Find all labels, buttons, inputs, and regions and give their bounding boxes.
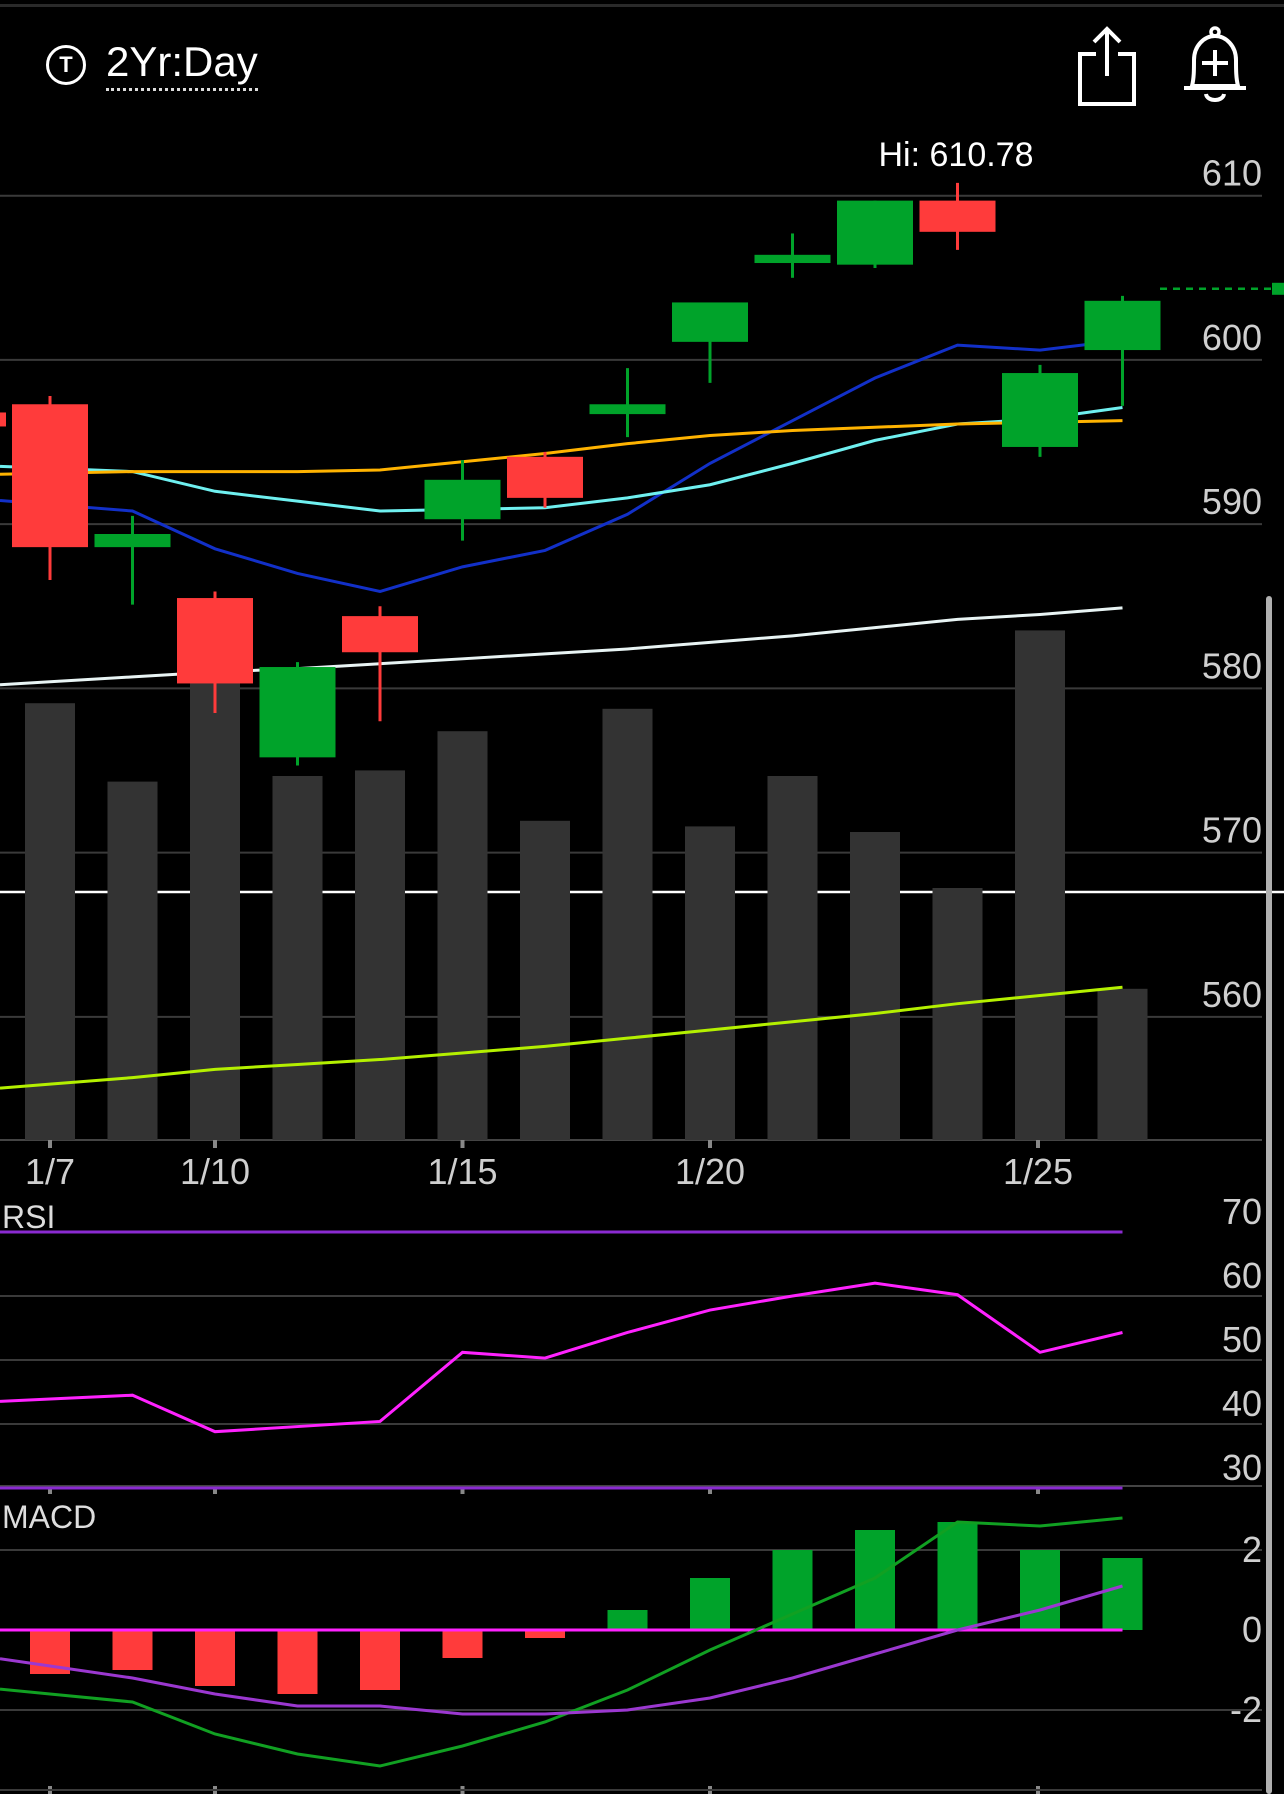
volume-bar: [602, 708, 653, 1140]
macd-histogram-bar: [277, 1630, 318, 1694]
high-price-label: Hi: 610.78: [879, 136, 1034, 174]
price-tick-label: 570: [1202, 810, 1262, 851]
candle-body: [589, 404, 666, 415]
macd-histogram-bar: [690, 1578, 730, 1630]
add-alert-bell-icon[interactable]: [1180, 24, 1250, 108]
rsi-tick-label: 50: [1222, 1319, 1262, 1360]
candle-body: [1002, 373, 1078, 447]
candle-body: [919, 200, 996, 232]
ticker-glyph: T: [59, 51, 73, 77]
moving-average-line: [0, 606, 1123, 687]
candle-body-edge: [0, 412, 6, 427]
chart-scrollbar[interactable]: [1266, 596, 1272, 1794]
candle-body: [259, 667, 336, 758]
macd-tick-label: 2: [1242, 1529, 1262, 1570]
rsi-line: [0, 1281, 1123, 1434]
date-tick-label: 1/15: [427, 1151, 497, 1192]
volume-bar: [520, 820, 570, 1140]
macd-histogram-bar: [1102, 1558, 1143, 1630]
macd-signal-line: [0, 1584, 1123, 1716]
macd-histogram-bar: [607, 1610, 648, 1630]
candle-body: [177, 598, 253, 684]
volume-bar: [767, 776, 818, 1140]
macd-histogram-bar: [855, 1530, 895, 1630]
macd-histogram-bar: [112, 1630, 153, 1670]
macd-histogram-bar: [360, 1630, 400, 1690]
macd-title: MACD: [2, 1499, 96, 1535]
macd-histogram-bar: [772, 1550, 813, 1630]
candle-body: [837, 200, 913, 265]
volume-bar: [272, 776, 323, 1140]
volume-bar: [107, 781, 158, 1140]
macd-histogram-bar: [195, 1630, 235, 1686]
price-tick-label: 590: [1202, 481, 1262, 522]
volume-bar: [685, 826, 735, 1140]
macd-histogram-bar: [525, 1630, 565, 1638]
candle-body: [424, 479, 501, 520]
price-candles: [0, 182, 1284, 766]
date-tick-label: 1/10: [180, 1151, 250, 1192]
price-tick-label: 560: [1202, 974, 1262, 1015]
candle-body: [342, 616, 418, 653]
volume-bar: [190, 647, 240, 1140]
macd-histogram-bar: [937, 1522, 978, 1630]
price-tick-label: 600: [1202, 317, 1262, 358]
volume-bars: [25, 630, 1148, 1140]
last-price-marker: [1272, 282, 1284, 295]
macd-histogram-bar: [442, 1630, 483, 1658]
volume-bar: [355, 770, 405, 1140]
candle-body: [12, 404, 88, 548]
date-axis: 1/7 1/10 1/15 1/20 1/25: [25, 1140, 1073, 1794]
candle-body: [94, 534, 171, 548]
share-icon[interactable]: [1074, 24, 1140, 108]
date-tick-label: 1/25: [1003, 1151, 1073, 1192]
volume-bar: [437, 731, 488, 1140]
top-divider: [0, 4, 1284, 7]
rsi-tick-label: 70: [1222, 1191, 1262, 1232]
ticker-circle-icon: T: [46, 44, 86, 85]
macd-line: [0, 1516, 1123, 1768]
candle-body: [507, 456, 583, 498]
rsi-panel: 70 60 50 40 30: [0, 1191, 1262, 1490]
macd-tick-label: 0: [1242, 1609, 1262, 1650]
volume-bar: [850, 832, 900, 1140]
price-axis-labels: 610 600 590 580 570 560: [1202, 153, 1262, 1015]
chart-header: T 2Yr:Day: [0, 0, 1284, 130]
moving-average-line: [0, 985, 1123, 1090]
rsi-tick-label: 30: [1222, 1447, 1262, 1488]
timeframe-label[interactable]: 2Yr:Day: [106, 38, 258, 91]
rsi-tick-label: 60: [1222, 1255, 1262, 1296]
macd-tick-label: -2: [1230, 1689, 1262, 1730]
date-tick-label: 1/20: [675, 1151, 745, 1192]
timeframe-selector[interactable]: T 2Yr:Day: [46, 38, 258, 91]
volume-bar: [1097, 988, 1148, 1140]
volume-bar: [932, 888, 983, 1140]
macd-panel: 2 0 -2: [0, 1516, 1262, 1791]
price-tick-label: 610: [1202, 153, 1262, 194]
candle-body: [754, 254, 831, 264]
moving-average-line: [0, 338, 1123, 594]
date-tick-label: 1/7: [25, 1151, 75, 1192]
macd-histogram-bar: [1020, 1550, 1060, 1630]
rsi-tick-label: 40: [1222, 1383, 1262, 1424]
candle-body: [1084, 300, 1161, 351]
volume-bar: [25, 703, 75, 1140]
rsi-title: RSI: [2, 1199, 55, 1235]
candle-body: [672, 302, 748, 342]
volume-bar: [1015, 630, 1065, 1140]
price-tick-label: 580: [1202, 645, 1262, 686]
